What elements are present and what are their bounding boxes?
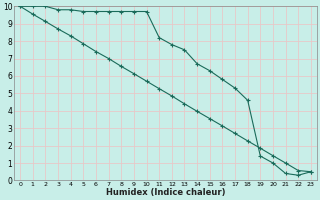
- X-axis label: Humidex (Indice chaleur): Humidex (Indice chaleur): [106, 188, 225, 197]
